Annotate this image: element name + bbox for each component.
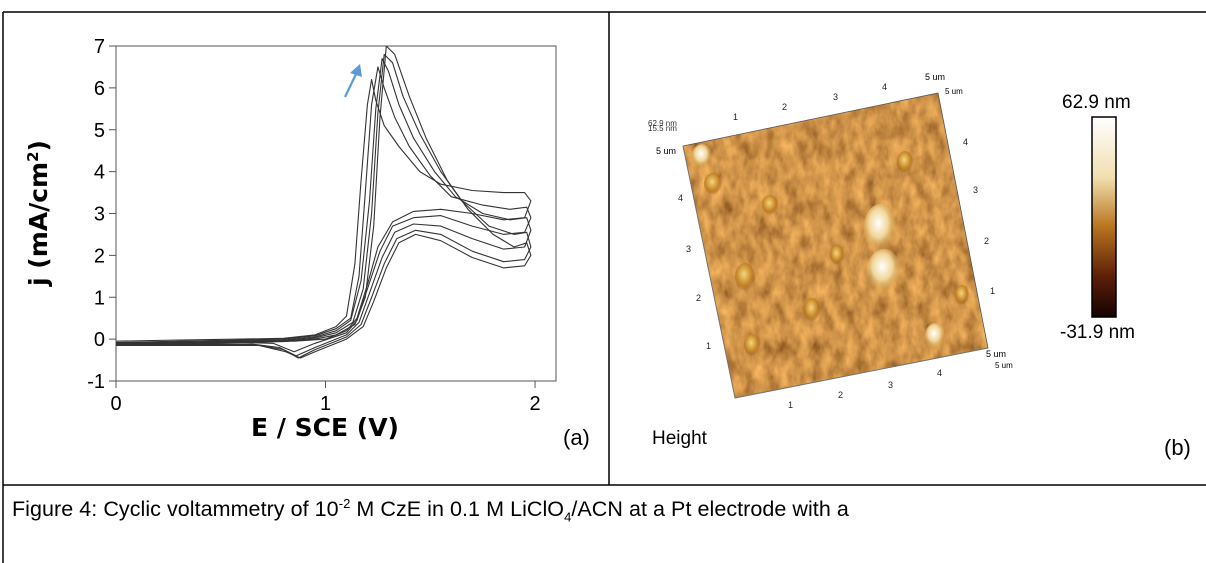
y-tick-label: 4 bbox=[94, 162, 105, 184]
panel-label-b: (b) bbox=[1164, 435, 1191, 460]
afm-surface bbox=[682, 92, 989, 399]
panel-label-a: (a) bbox=[563, 425, 590, 450]
y-tick-label: 3 bbox=[94, 204, 105, 226]
afm-tick-label: 1 bbox=[788, 400, 793, 410]
x-tick-label: 2 bbox=[529, 393, 540, 415]
x-tick-label: 1 bbox=[320, 393, 331, 415]
caption-mid: M CzE in 0.1 M LiClO bbox=[350, 497, 565, 522]
cv-cycle-3 bbox=[116, 58, 532, 357]
scale-gradient bbox=[1091, 116, 1117, 318]
afm-tick-label: 2 bbox=[984, 236, 989, 246]
afm-axis-unit-bottom: 5 um bbox=[986, 349, 1006, 359]
afm-tick-label: 2 bbox=[838, 390, 843, 400]
y-tick-label: 0 bbox=[94, 329, 105, 351]
caption-tail: /ACN at a Pt electrode with a bbox=[571, 497, 849, 522]
y-tick-label: 7 bbox=[94, 36, 105, 58]
cv-cycle-5 bbox=[116, 46, 532, 359]
afm-corner-text-1: 62.9 nm bbox=[648, 119, 677, 128]
y-tick-label: 6 bbox=[94, 78, 105, 100]
afm-axis-unit-top2: 5 um bbox=[945, 87, 963, 96]
scale-max-label: 62.9 nm bbox=[1062, 92, 1131, 113]
afm-tick-label: 2 bbox=[696, 293, 701, 303]
y-axis: -1 0 1 2 3 4 5 6 7 bbox=[87, 36, 116, 393]
color-scale-bar: 62.9 nm -31.9 nm bbox=[1060, 92, 1135, 343]
afm-height-label: Height bbox=[652, 428, 708, 449]
y-tick-label: 5 bbox=[94, 120, 105, 142]
y-axis-label-sup: 2 bbox=[24, 151, 42, 161]
afm-panel: 1 2 3 4 1 2 3 4 1 2 3 4 1 2 3 4 5 um 5 um 5 um 5 um 5 u… bbox=[648, 72, 1191, 460]
afm-axis-unit-top: 5 um bbox=[925, 72, 945, 82]
caption-sup: -2 bbox=[338, 496, 351, 511]
afm-tick-label: 3 bbox=[888, 380, 893, 390]
afm-tick-label: 3 bbox=[686, 244, 691, 254]
figure-caption: Figure 4: Cyclic voltammetry of 10-2 M C… bbox=[12, 496, 1202, 524]
cv-curves bbox=[116, 46, 532, 359]
caption-lead: Figure 4: Cyclic voltammetry of 10 bbox=[12, 497, 339, 522]
afm-corner-text-2: 15.5 nm bbox=[648, 124, 677, 133]
caption-sub: 4 bbox=[564, 509, 572, 525]
y-axis-label-text: j (mA/cm bbox=[24, 162, 53, 287]
y-tick-label: -1 bbox=[87, 371, 105, 393]
y-axis-label: j (mA/cm2) bbox=[24, 140, 53, 287]
afm-axis-unit-left: 5 um bbox=[656, 146, 676, 156]
figure-table-borders bbox=[2, 11, 1206, 563]
cv-cycle-2 bbox=[116, 66, 532, 353]
y-axis-label-end: ) bbox=[24, 140, 53, 151]
arrow-annotation bbox=[344, 64, 362, 98]
afm-tick-label: 3 bbox=[833, 92, 838, 102]
afm-tick-label: 4 bbox=[963, 137, 968, 147]
afm-axis-unit-bottom2: 5 um bbox=[995, 361, 1013, 370]
afm-tick-label: 2 bbox=[782, 102, 787, 112]
cv-cycle-1 bbox=[116, 78, 532, 344]
afm-tick-label: 3 bbox=[973, 185, 978, 195]
afm-axis-ticks: 1 2 3 4 1 2 3 4 1 2 3 4 1 2 3 4 bbox=[678, 82, 995, 410]
y-tick-label: 1 bbox=[94, 287, 105, 309]
afm-tick-label: 1 bbox=[706, 341, 711, 351]
afm-tick-label: 1 bbox=[990, 286, 995, 296]
afm-tick-label: 4 bbox=[937, 368, 942, 378]
afm-tick-label: 4 bbox=[882, 82, 887, 92]
x-tick-label: 0 bbox=[110, 393, 121, 415]
scale-min-label: -31.9 nm bbox=[1060, 322, 1135, 343]
y-tick-label: 2 bbox=[94, 245, 105, 267]
afm-tick-label: 4 bbox=[678, 193, 683, 203]
x-axis: 0 1 2 bbox=[110, 381, 541, 415]
afm-tick-label: 1 bbox=[733, 112, 738, 122]
cv-cycle-4 bbox=[116, 53, 532, 359]
x-axis-label: E / SCE (V) bbox=[251, 413, 399, 442]
